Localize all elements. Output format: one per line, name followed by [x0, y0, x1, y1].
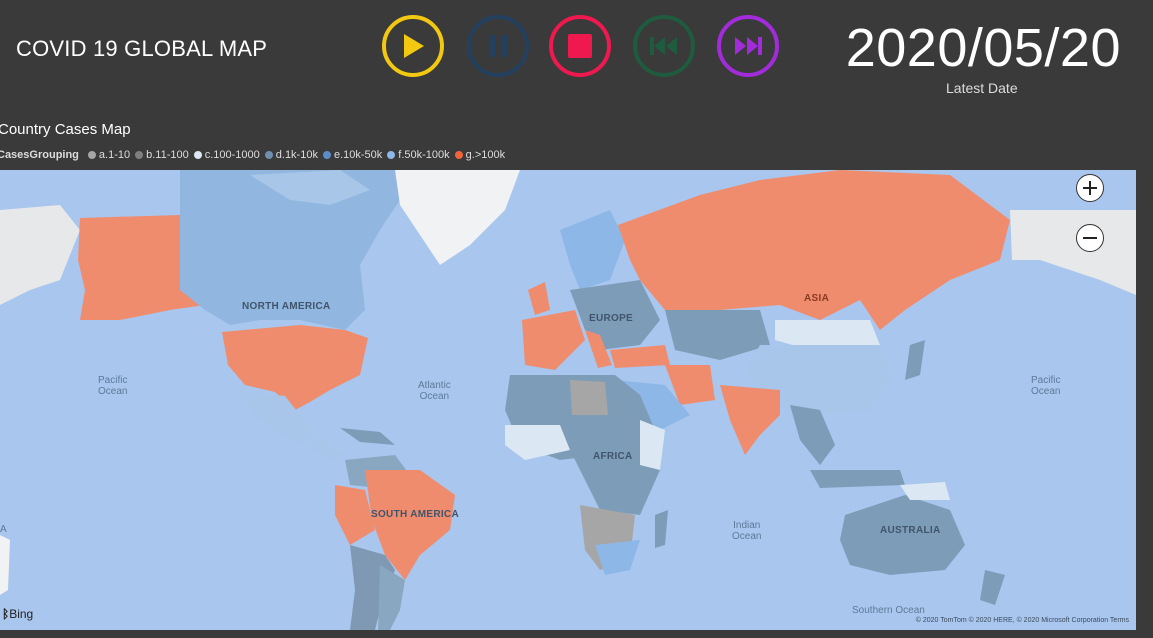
label-edge-a: A [0, 524, 7, 535]
legend-item[interactable]: d.1k-10k [264, 149, 318, 161]
country-peru [335, 485, 375, 545]
rewind-button[interactable] [633, 15, 695, 77]
map-title: Country Cases Map [0, 121, 131, 138]
country-iran [665, 365, 715, 405]
plus-icon [1083, 181, 1097, 195]
skip-back-icon [650, 37, 677, 55]
map-canvas [0, 170, 1136, 630]
legend-label: g.>100k [465, 149, 506, 161]
country-libya [570, 380, 608, 415]
legend-label: a.1-10 [98, 149, 131, 161]
legend-dot [454, 151, 463, 159]
bing-label: Bing [9, 607, 34, 621]
legend-label: b.11-100 [146, 149, 189, 161]
country-indonesia [810, 470, 905, 488]
label-pacific-ocean-right: Pacific Ocean [1031, 375, 1061, 397]
legend-dot [322, 151, 331, 159]
forward-button[interactable] [717, 15, 779, 77]
label-atlantic-ocean: Atlantic Ocean [418, 380, 451, 402]
label-pacific-ocean-left: Pacific Ocean [98, 375, 128, 397]
label-australia: AUSTRALIA [880, 525, 941, 536]
world-map[interactable]: NORTH AMERICA EUROPE ASIA AFRICA SOUTH A… [0, 170, 1136, 630]
label-southern-ocean: Southern Ocean [852, 605, 925, 616]
legend-dot [193, 151, 202, 159]
country-italy [585, 330, 612, 368]
stop-icon [568, 34, 592, 58]
play-icon [404, 34, 424, 58]
country-edge-left [0, 535, 10, 595]
legend-dot [387, 151, 396, 159]
country-russia [618, 170, 1010, 330]
country-uk [528, 282, 550, 315]
country-caribbean [340, 428, 395, 445]
country-east-africa [640, 420, 665, 470]
legend-label: c.100-1000 [204, 149, 260, 161]
country-new-zealand [980, 570, 1005, 605]
country-argentina [378, 565, 405, 630]
country-australia [840, 495, 965, 575]
zoom-in-button[interactable] [1076, 174, 1104, 202]
pause-button[interactable] [467, 15, 529, 77]
country-kazakhstan [665, 310, 770, 360]
legend-label: f.50k-100k [398, 149, 450, 161]
minus-icon [1083, 237, 1097, 239]
legend-dot [87, 151, 96, 159]
label-south-america: SOUTH AMERICA [371, 509, 459, 520]
country-alaska-right [1010, 210, 1136, 295]
country-madagascar [655, 510, 668, 548]
country-france-spain [522, 310, 585, 370]
legend-item[interactable]: b.11-100 [135, 149, 189, 161]
legend-label: e.10k-50k [333, 149, 383, 161]
play-button[interactable] [382, 15, 444, 77]
zoom-out-button[interactable] [1076, 224, 1104, 252]
map-attribution[interactable]: © 2020 TomTom © 2020 HERE, © 2020 Micros… [915, 617, 1129, 624]
legend-item[interactable]: e.10k-50k [322, 149, 383, 161]
country-alaska [78, 215, 205, 320]
country-west-africa [505, 425, 570, 460]
country-greenland [395, 170, 520, 265]
label-europe: EUROPE [589, 313, 634, 324]
label-indian-ocean: Indian Ocean [732, 520, 762, 542]
country-south-africa [595, 540, 640, 575]
bing-logo[interactable]: ᛒBing [2, 607, 33, 621]
country-usa [222, 325, 368, 410]
legend-item[interactable]: a.1-10 [87, 149, 131, 161]
country-canada-islands [250, 170, 370, 205]
pause-icon [489, 35, 507, 57]
legend-dot [264, 151, 273, 159]
label-north-america: NORTH AMERICA [242, 301, 331, 312]
country-canada [180, 170, 420, 330]
label-asia: ASIA [804, 293, 830, 304]
bing-icon: ᛒ [2, 607, 10, 621]
country-japan [905, 340, 925, 380]
country-central-africa [570, 440, 660, 515]
country-scandinavia [560, 210, 625, 290]
legend-item[interactable]: f.50k-100k [387, 149, 450, 161]
country-brazil [365, 470, 455, 580]
map-legend: CasesGrouping a.1-10 b.11-100 c.100-1000… [0, 149, 505, 161]
label-africa: AFRICA [593, 451, 633, 462]
stop-button[interactable] [549, 15, 611, 77]
legend-title: CasesGrouping [0, 149, 79, 161]
country-india [720, 385, 780, 455]
country-bolivia-chile [350, 545, 395, 630]
latest-date-label: Latest Date [946, 80, 1018, 96]
latest-date: 2020/05/20 [845, 18, 1121, 78]
legend-item[interactable]: g.>100k [454, 149, 506, 161]
country-mexico [235, 390, 345, 460]
country-china [745, 345, 895, 415]
country-se-asia [790, 405, 835, 465]
app-title: COVID 19 GLOBAL MAP [16, 36, 268, 61]
legend-dot [135, 151, 144, 159]
country-mongolia [775, 320, 880, 350]
country-new-guinea [900, 482, 950, 500]
legend-item[interactable]: c.100-1000 [193, 149, 260, 161]
country-east-russia-left [0, 205, 80, 305]
legend-label: d.1k-10k [275, 149, 318, 161]
skip-forward-icon [735, 37, 762, 55]
country-turkey [610, 345, 670, 368]
